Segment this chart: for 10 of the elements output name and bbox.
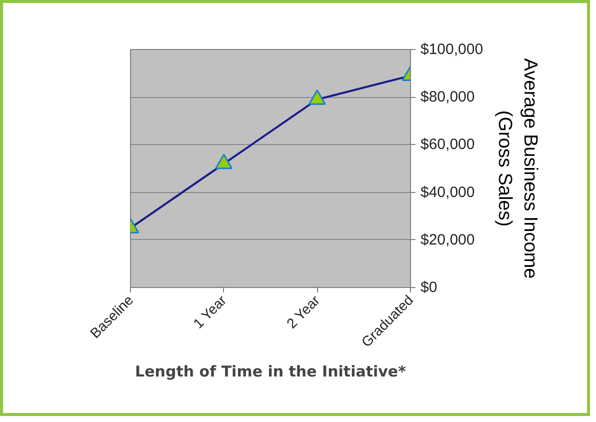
y-tick-label: $60,000 [420, 136, 475, 154]
y-tick-label: $0 [420, 279, 438, 296]
y-tick-label: $80,000 [420, 88, 475, 106]
x-axis-title: Length of Time in the Initiative* [135, 362, 406, 381]
y-tick-label: $40,000 [420, 184, 475, 201]
y-axis-title: Average Business Income (Gross Sales) [494, 58, 540, 279]
x-tick-label: 2 Year [283, 292, 323, 332]
y-tick-label: $20,000 [420, 231, 475, 248]
x-tick-label: 1 Year [190, 292, 230, 332]
y-tick-label: $100,000 [420, 41, 484, 58]
